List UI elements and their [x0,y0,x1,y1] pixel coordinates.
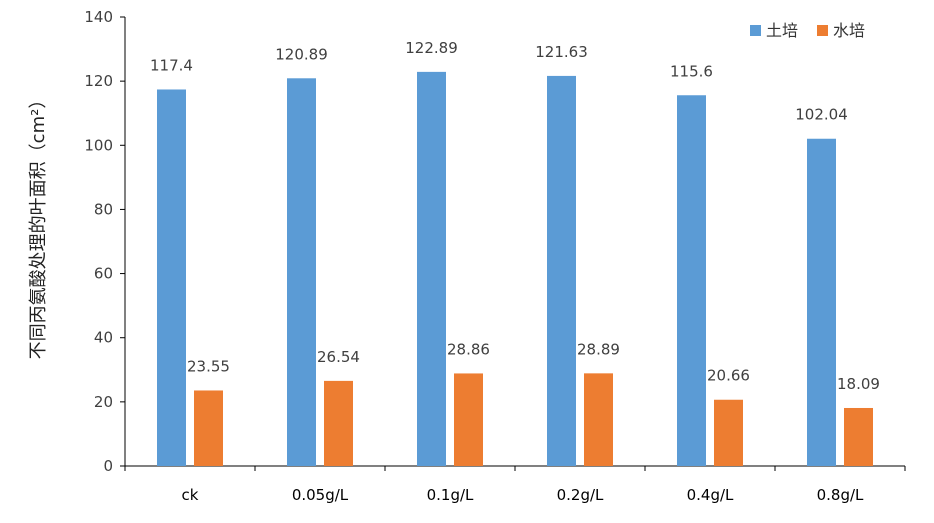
legend-swatch-water [817,25,828,36]
bar-water-1 [324,380,353,466]
y-tick-label: 20 [94,393,113,411]
legend: 土培 水培 [750,21,865,40]
bar-water-5 [844,407,873,466]
bar-water-3 [584,373,613,466]
y-tick-label: 40 [94,329,113,347]
x-tick-label: ck [182,486,199,504]
x-tick-label: 0.8g/L [817,486,864,504]
axes [124,17,905,467]
bar-soil-1 [287,78,316,466]
data-label-water-1: 26.54 [317,348,360,366]
data-label-water-2: 28.86 [447,340,490,358]
bar-soil-5 [807,138,836,466]
data-label-soil-5: 102.04 [795,106,848,124]
bar-water-4 [714,399,743,466]
y-axis-label-group: 不同丙氨酸处理的叶面积（cm²） [28,91,49,360]
y-axis-ticks: 0 20 40 60 80 100 120 140 [84,8,125,475]
data-label-water-4: 20.66 [707,367,750,385]
data-label-soil-0: 117.4 [150,56,193,74]
data-label-water-0: 23.55 [187,357,230,375]
y-axis-label: 不同丙氨酸处理的叶面积（cm²） [28,91,49,360]
bar-soil-2 [417,71,446,467]
legend-label-water: 水培 [833,21,865,40]
y-tick-label: 140 [84,8,113,26]
y-tick-label: 100 [84,136,113,154]
bar-water-2 [454,373,483,466]
data-label-water-3: 28.89 [577,340,620,358]
bar-soil-0 [157,89,186,466]
x-tick-label: 0.1g/L [427,486,474,504]
data-label-soil-2: 122.89 [405,39,458,57]
bar-water-0 [194,390,223,466]
x-axis-ticks: ck 0.05g/L 0.1g/L 0.2g/L 0.4g/L 0.8g/L [124,466,906,504]
bar-soil-3 [547,75,576,466]
legend-swatch-soil [750,25,761,36]
bars [157,71,873,467]
x-tick-label: 0.05g/L [292,486,349,504]
data-label-soil-3: 121.63 [535,43,588,61]
y-tick-label: 0 [103,457,113,475]
y-tick-label: 120 [84,72,113,90]
data-labels: 117.4 23.55 120.89 26.54 122.89 28.86 121.63 28… [150,39,880,393]
data-label-water-5: 18.09 [837,375,880,393]
y-tick-label: 60 [94,265,113,283]
bar-soil-4 [677,95,706,467]
data-label-soil-4: 115.6 [670,62,713,80]
data-label-soil-1: 120.89 [275,45,328,63]
x-tick-label: 0.2g/L [557,486,604,504]
y-tick-label: 80 [94,200,113,218]
x-tick-label: 0.4g/L [687,486,734,504]
legend-label-soil: 土培 [766,21,798,40]
